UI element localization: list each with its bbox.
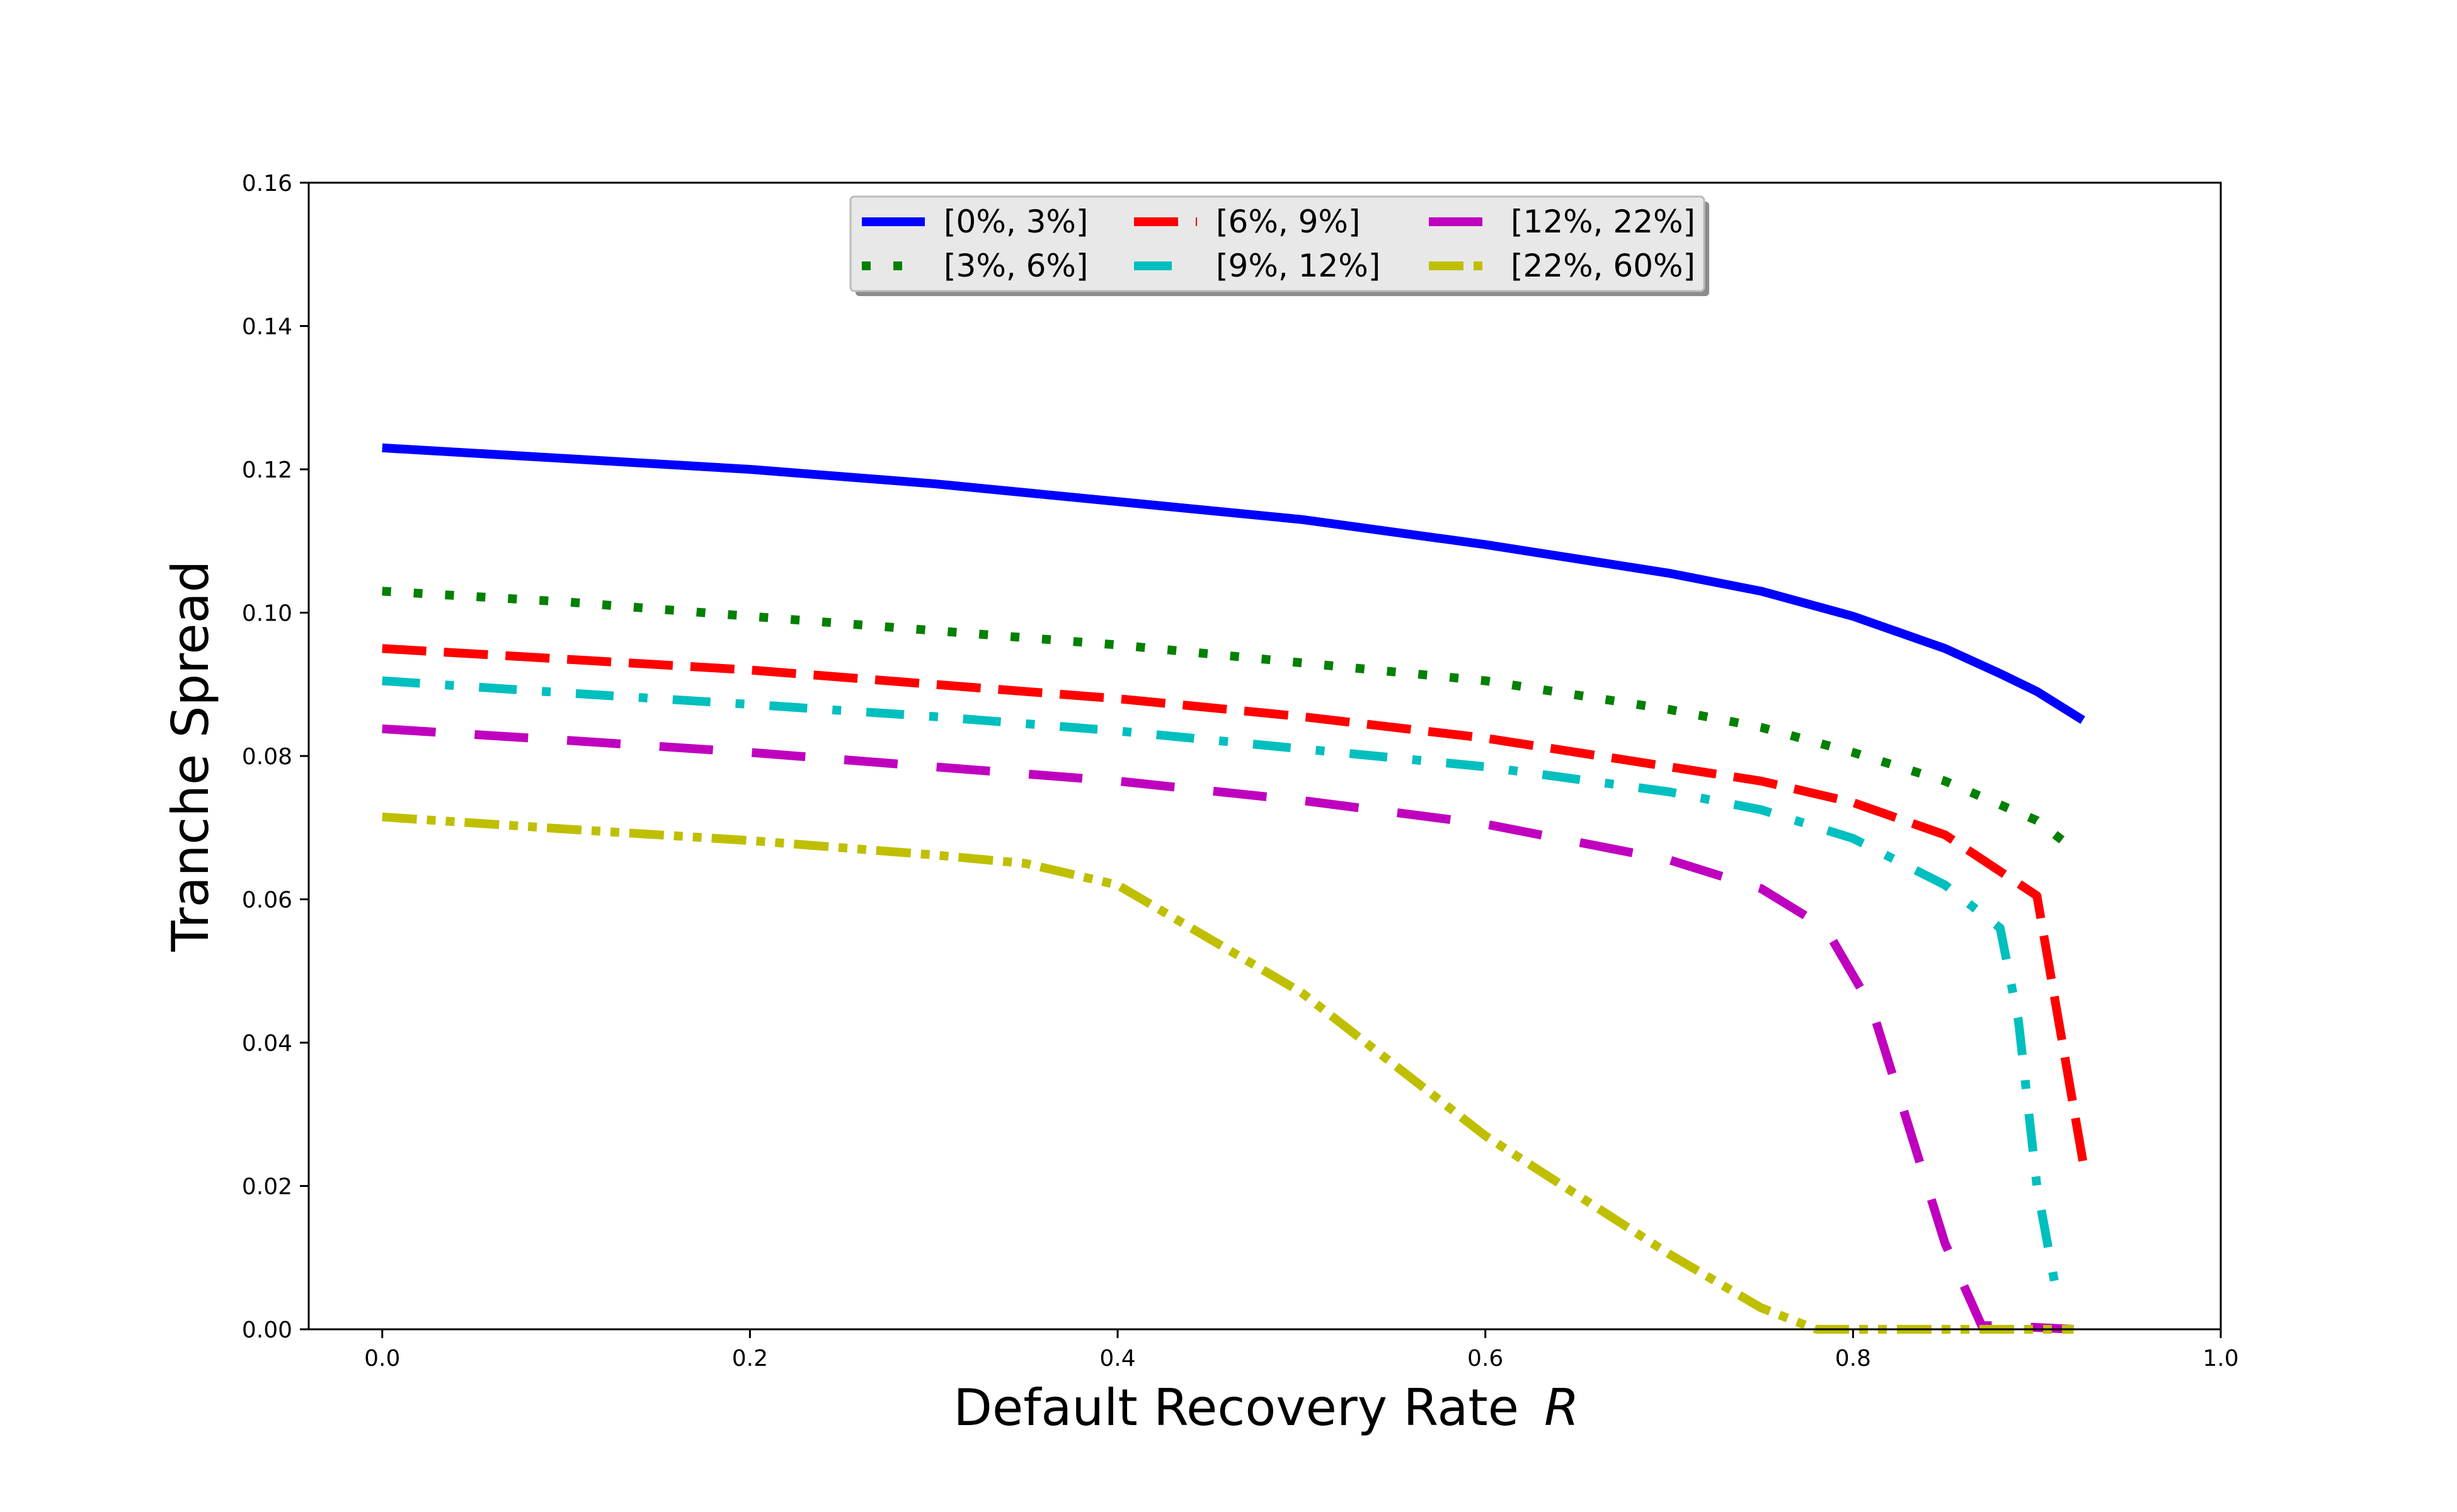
x-tick-label: 0.6 <box>1467 1346 1503 1372</box>
y-tick-label: 0.16 <box>242 171 292 197</box>
series-line <box>382 676 2060 1288</box>
legend-label: [22%, 60%] <box>1511 248 1695 284</box>
series-line <box>382 812 2074 1334</box>
series-line <box>382 644 2087 1162</box>
y-tick-label: 0.08 <box>242 744 292 770</box>
y-tick-label: 0.14 <box>242 314 292 340</box>
x-tick-label: 0.4 <box>1099 1346 1135 1372</box>
y-tick-label: 0.02 <box>242 1174 292 1200</box>
y-tick-label: 0.00 <box>242 1317 292 1343</box>
legend-label: [9%, 12%] <box>1216 248 1380 284</box>
series-line <box>382 443 2085 724</box>
x-tick-label: 0.8 <box>1835 1346 1871 1372</box>
x-axis: 0.0 0.2 0.4 0.6 0.8 1.0 <box>364 1329 2239 1372</box>
y-axis-label: Tranche Spread <box>161 561 220 953</box>
legend-box <box>849 195 1705 292</box>
series-layer <box>382 443 2087 1334</box>
legend-label: [0%, 3%] <box>944 203 1088 240</box>
x-axis-label: Default Recovery Rate R <box>953 1378 1579 1437</box>
x-tick-label: 0.2 <box>732 1346 768 1372</box>
x-tick-label: 0.0 <box>364 1346 400 1372</box>
y-tick-label: 0.04 <box>242 1031 292 1057</box>
series-line <box>382 724 2074 1334</box>
x-tick-label: 1.0 <box>2202 1346 2238 1372</box>
y-tick-label: 0.06 <box>242 888 292 914</box>
y-tick-label: 0.10 <box>242 601 292 627</box>
legend-label: [6%, 9%] <box>1216 203 1360 240</box>
y-tick-label: 0.12 <box>242 457 292 483</box>
legend: [0%, 3%] [3%, 6%] [6%, 9%] [9%, 12%] [12%, 2… <box>849 195 1709 296</box>
legend-label: [12%, 22%] <box>1511 203 1695 240</box>
series-line <box>382 587 2076 853</box>
legend-label: [3%, 6%] <box>944 248 1088 284</box>
y-axis: 0.00 0.02 0.04 0.06 0.08 0.10 0.12 0.14 0.16 <box>242 171 309 1343</box>
